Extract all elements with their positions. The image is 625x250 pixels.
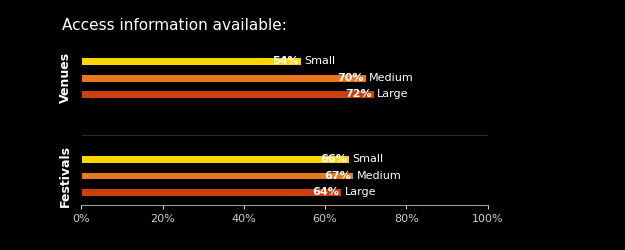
Text: Large: Large xyxy=(344,187,376,197)
Text: Access information available:: Access information available: xyxy=(62,18,288,32)
Bar xyxy=(81,156,349,163)
Bar xyxy=(81,74,366,82)
Text: 66%: 66% xyxy=(321,154,348,164)
Text: Festivals: Festivals xyxy=(59,144,71,206)
Bar xyxy=(81,188,341,196)
Text: 72%: 72% xyxy=(345,89,372,99)
Text: 67%: 67% xyxy=(324,170,351,180)
Text: Large: Large xyxy=(377,89,409,99)
Text: 54%: 54% xyxy=(272,56,299,66)
Text: 70%: 70% xyxy=(337,73,364,83)
Bar xyxy=(81,90,374,98)
Text: Medium: Medium xyxy=(369,73,414,83)
Text: Medium: Medium xyxy=(357,170,401,180)
Text: Small: Small xyxy=(304,56,335,66)
Text: Small: Small xyxy=(352,154,384,164)
Bar xyxy=(81,172,354,179)
Bar xyxy=(81,58,301,65)
Text: 64%: 64% xyxy=(312,187,339,197)
Text: Venues: Venues xyxy=(59,52,71,103)
